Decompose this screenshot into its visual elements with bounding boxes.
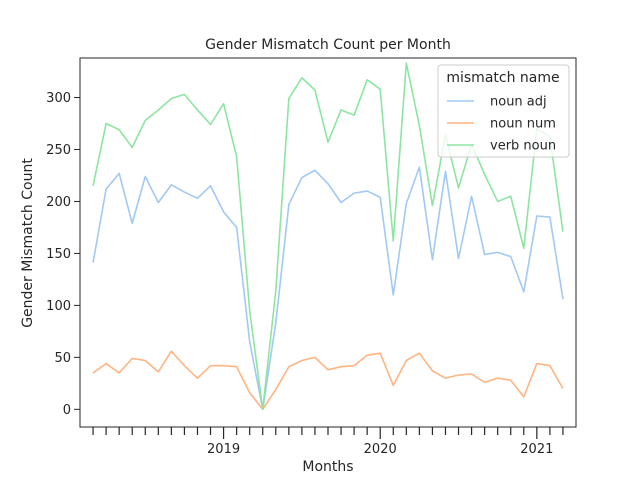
y-tick-label: 250 [46,143,71,158]
y-tick-label: 100 [46,299,71,314]
x-tick-label: 2019 [207,442,240,457]
legend-label-noun-adj: noun adj [490,95,547,110]
legend: mismatch name noun adj noun num verb noun [437,64,570,158]
x-tick-label: 2021 [520,442,553,457]
y-tick-label: 200 [46,195,71,210]
y-tick-label: 150 [46,247,71,262]
y-tick-label: 50 [54,351,71,366]
legend-label-noun-num: noun num [490,117,556,132]
y-tick-label: 0 [63,403,71,418]
y-tick-label: 300 [46,91,71,106]
x-tick-label: 2020 [364,442,397,457]
series-line-noun-num [92,350,564,411]
plot-lines [92,62,564,411]
legend-title: mismatch name [446,70,559,86]
y-axis-label: Gender Mismatch Count [20,158,36,328]
legend-label-verb-noun: verb noun [490,139,556,154]
x-axis: 2019 2020 2021 [92,427,564,457]
legend-box [437,64,570,158]
chart-title: Gender Mismatch Count per Month [205,37,451,53]
x-axis-label: Months [302,459,353,475]
series-line-noun-adj [92,166,564,411]
y-axis: 0 50 100 150 200 250 300 [46,91,80,418]
series-line-verb-noun [92,62,564,411]
